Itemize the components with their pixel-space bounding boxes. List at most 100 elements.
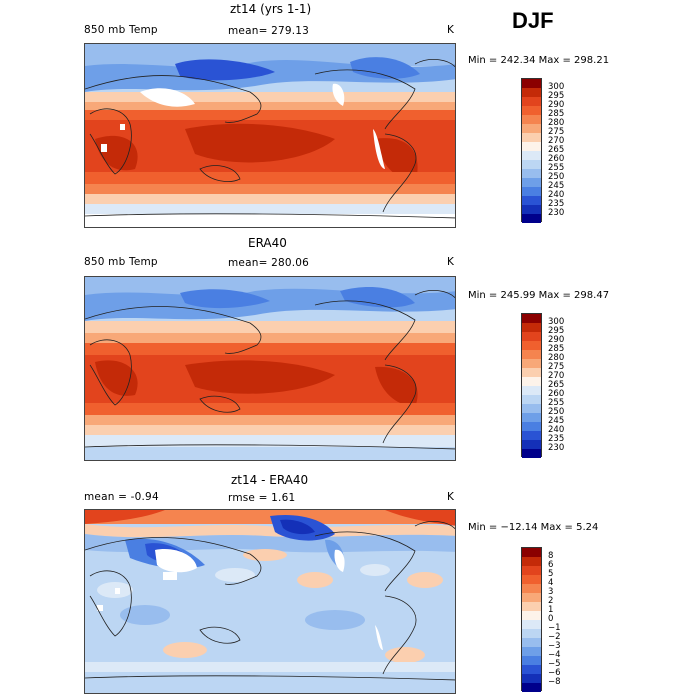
colorbar-swatch	[522, 314, 541, 323]
colorbar-tick-label: 295	[548, 91, 565, 101]
panel-3-map-svg	[85, 510, 455, 693]
panel-2-colorbar	[521, 313, 542, 458]
colorbar-swatch	[522, 124, 541, 133]
colorbar-tick-label: 6	[548, 560, 554, 570]
panel-2-unit: K	[447, 256, 455, 268]
colorbar-swatch	[522, 178, 541, 187]
panel-1-variable: 850 mb Temp	[84, 24, 158, 36]
panel-1-map	[84, 43, 456, 228]
colorbar-swatch	[522, 205, 541, 214]
colorbar-swatch	[522, 449, 541, 458]
colorbar-tick-label: 300	[548, 317, 565, 327]
colorbar-swatch	[522, 323, 541, 332]
colorbar-swatch	[522, 440, 541, 449]
colorbar-swatch	[522, 638, 541, 647]
colorbar-swatch	[522, 548, 541, 557]
colorbar-swatch	[522, 395, 541, 404]
colorbar-tick-label: −4	[548, 650, 561, 660]
colorbar-tick-label: 260	[548, 389, 565, 399]
colorbar-tick-label: 4	[548, 578, 554, 588]
colorbar-swatch	[522, 431, 541, 440]
colorbar-tick-label: 245	[548, 181, 565, 191]
colorbar-tick-label: 270	[548, 371, 565, 381]
panel-3-mean: mean = -0.94	[84, 491, 159, 503]
colorbar-swatch	[522, 88, 541, 97]
panel-2-mean: mean= 280.06	[228, 257, 310, 269]
panel-3-colorbar	[521, 547, 542, 692]
colorbar-swatch	[522, 115, 541, 124]
panel-3-unit: K	[447, 491, 455, 503]
colorbar-swatch	[522, 196, 541, 205]
colorbar-tick-label: 240	[548, 425, 565, 435]
colorbar-swatch	[522, 422, 541, 431]
colorbar-swatch	[522, 566, 541, 575]
colorbar-swatch	[522, 142, 541, 151]
season-label: DJF	[512, 8, 554, 33]
colorbar-tick-label: 300	[548, 82, 565, 92]
colorbar-tick-label: −8	[548, 677, 561, 687]
colorbar-swatch	[522, 79, 541, 88]
colorbar-swatch	[522, 106, 541, 115]
colorbar-tick-label: 280	[548, 118, 565, 128]
colorbar-swatch	[522, 404, 541, 413]
colorbar-swatch	[522, 160, 541, 169]
colorbar-tick-label: 1	[548, 605, 554, 615]
colorbar-tick-label: −6	[548, 668, 561, 678]
colorbar-swatch	[522, 359, 541, 368]
colorbar-tick-label: −3	[548, 641, 561, 651]
panel-3-minmax: Min = −12.14 Max = 5.24	[468, 522, 599, 533]
colorbar-swatch	[522, 332, 541, 341]
colorbar-swatch	[522, 214, 541, 223]
colorbar-swatch	[522, 386, 541, 395]
colorbar-tick-label: 255	[548, 163, 565, 173]
colorbar-tick-label: −2	[548, 632, 561, 642]
colorbar-tick-label: 255	[548, 398, 565, 408]
colorbar-tick-label: 2	[548, 596, 554, 606]
colorbar-tick-label: 0	[548, 614, 554, 624]
colorbar-swatch	[522, 620, 541, 629]
colorbar-tick-label: 3	[548, 587, 554, 597]
colorbar-swatch	[522, 611, 541, 620]
colorbar-swatch	[522, 377, 541, 386]
panel-2-minmax: Min = 245.99 Max = 298.47	[468, 290, 610, 301]
colorbar-swatch	[522, 656, 541, 665]
colorbar-swatch	[522, 413, 541, 422]
colorbar-tick-label: 285	[548, 109, 565, 119]
colorbar-tick-label: 285	[548, 344, 565, 354]
panel-3-title: zt14 - ERA40	[231, 473, 309, 487]
panel-1-unit: K	[447, 24, 455, 36]
panel-1-colorbar	[521, 78, 542, 223]
colorbar-tick-label: 270	[548, 136, 565, 146]
colorbar-tick-label: 250	[548, 407, 565, 417]
panel-2-map-svg	[85, 277, 455, 460]
colorbar-tick-label: 5	[548, 569, 554, 579]
colorbar-tick-label: 275	[548, 127, 565, 137]
panel-2-title: ERA40	[248, 236, 287, 250]
colorbar-tick-label: 8	[548, 551, 554, 561]
colorbar-swatch	[522, 665, 541, 674]
colorbar-tick-label: 290	[548, 100, 565, 110]
panel-1-title: zt14 (yrs 1-1)	[230, 2, 312, 16]
colorbar-tick-label: −5	[548, 659, 561, 669]
colorbar-tick-label: 250	[548, 172, 565, 182]
colorbar-tick-label: 295	[548, 326, 565, 336]
colorbar-tick-label: 235	[548, 199, 565, 209]
colorbar-swatch	[522, 602, 541, 611]
colorbar-swatch	[522, 575, 541, 584]
colorbar-tick-label: 290	[548, 335, 565, 345]
colorbar-swatch	[522, 629, 541, 638]
colorbar-tick-label: 275	[548, 362, 565, 372]
colorbar-swatch	[522, 151, 541, 160]
colorbar-swatch	[522, 169, 541, 178]
colorbar-swatch	[522, 341, 541, 350]
colorbar-swatch	[522, 350, 541, 359]
colorbar-swatch	[522, 187, 541, 196]
colorbar-tick-label: 240	[548, 190, 565, 200]
colorbar-tick-label: 245	[548, 416, 565, 426]
colorbar-swatch	[522, 584, 541, 593]
panel-3-map	[84, 509, 456, 694]
colorbar-tick-label: 260	[548, 154, 565, 164]
colorbar-tick-label: 265	[548, 145, 565, 155]
panel-2-variable: 850 mb Temp	[84, 256, 158, 268]
colorbar-tick-label: 230	[548, 443, 565, 453]
